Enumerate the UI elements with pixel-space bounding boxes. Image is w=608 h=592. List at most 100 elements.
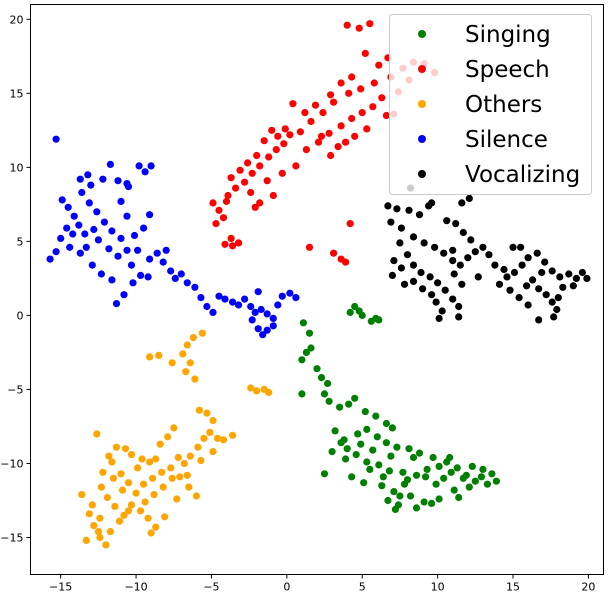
data-point: [302, 348, 310, 356]
data-point: [146, 458, 154, 466]
data-point: [307, 344, 315, 352]
data-point: [420, 239, 428, 247]
data-point: [195, 406, 203, 414]
legend-label: Others: [465, 92, 542, 118]
data-point: [346, 220, 354, 228]
data-point: [209, 448, 217, 456]
data-point: [510, 268, 519, 277]
data-point: [140, 224, 148, 232]
series-singing: [298, 302, 500, 513]
data-point: [114, 252, 122, 260]
data-point: [334, 143, 342, 151]
data-point: [455, 302, 463, 311]
data-point: [553, 305, 561, 314]
data-point: [192, 492, 200, 500]
data-point: [468, 462, 476, 470]
data-point: [256, 199, 264, 207]
y-axis: −15 −10 −5 0 5 10 15 20: [0, 13, 31, 544]
data-point: [219, 214, 228, 222]
data-point: [281, 125, 289, 133]
data-point: [221, 295, 229, 303]
data-point: [138, 455, 146, 463]
data-point: [488, 470, 496, 478]
data-point: [81, 230, 89, 238]
data-point: [117, 234, 125, 242]
data-point: [85, 510, 93, 518]
legend-item-others: Others: [418, 92, 542, 118]
data-point: [289, 100, 297, 108]
data-point: [168, 359, 176, 367]
data-point: [524, 254, 532, 262]
data-point: [301, 109, 309, 117]
legend-label: Singing: [465, 22, 551, 48]
data-point: [554, 294, 562, 302]
data-point: [471, 477, 479, 485]
data-point: [517, 243, 525, 251]
data-point: [330, 98, 338, 106]
data-point: [541, 258, 549, 266]
data-point: [78, 188, 86, 197]
data-point: [129, 279, 137, 287]
data-point: [121, 445, 130, 453]
data-point: [409, 453, 418, 462]
data-point: [343, 445, 351, 453]
data-point: [449, 257, 457, 265]
data-point: [84, 171, 92, 179]
data-point: [52, 248, 60, 256]
data-point: [66, 243, 74, 251]
data-point: [251, 203, 259, 211]
data-point: [320, 390, 329, 398]
data-point: [278, 292, 286, 300]
data-point: [93, 430, 101, 438]
data-point: [360, 479, 368, 487]
data-point: [177, 270, 185, 278]
data-point: [307, 117, 315, 126]
data-point: [345, 400, 353, 408]
data-point: [464, 254, 472, 262]
data-point: [105, 452, 113, 460]
x-tick-label: 0: [283, 581, 290, 592]
data-point: [366, 465, 374, 473]
data-point: [203, 302, 211, 311]
x-tick-label: 15: [506, 581, 520, 592]
data-point: [52, 135, 60, 143]
data-point: [515, 294, 523, 302]
data-point: [90, 522, 98, 530]
data-point: [375, 316, 383, 324]
data-point: [209, 199, 217, 207]
data-point: [435, 314, 443, 322]
data-point: [412, 504, 421, 512]
data-point: [456, 261, 464, 269]
data-point: [96, 533, 104, 542]
data-point: [420, 498, 428, 506]
data-point: [400, 480, 409, 488]
data-point: [146, 353, 154, 361]
data-point: [259, 331, 267, 339]
data-point: [429, 453, 437, 462]
data-point: [447, 468, 455, 476]
data-point: [503, 273, 511, 281]
data-point: [542, 291, 550, 299]
data-point: [94, 236, 102, 244]
data-point: [419, 285, 427, 293]
data-point: [229, 298, 237, 306]
data-point: [325, 129, 333, 137]
data-point: [393, 205, 401, 213]
data-point: [425, 202, 433, 210]
data-point: [90, 225, 98, 234]
data-point: [123, 246, 131, 254]
data-point: [203, 409, 211, 417]
data-point: [440, 249, 448, 257]
data-point: [215, 292, 223, 300]
data-point: [57, 234, 65, 242]
data-point: [524, 301, 532, 309]
data-point: [354, 430, 362, 438]
data-point: [78, 491, 86, 499]
data-point: [69, 230, 77, 238]
data-point: [156, 440, 164, 448]
data-point: [186, 359, 194, 367]
data-point: [434, 279, 442, 287]
data-point: [159, 258, 167, 266]
data-point: [450, 270, 458, 278]
